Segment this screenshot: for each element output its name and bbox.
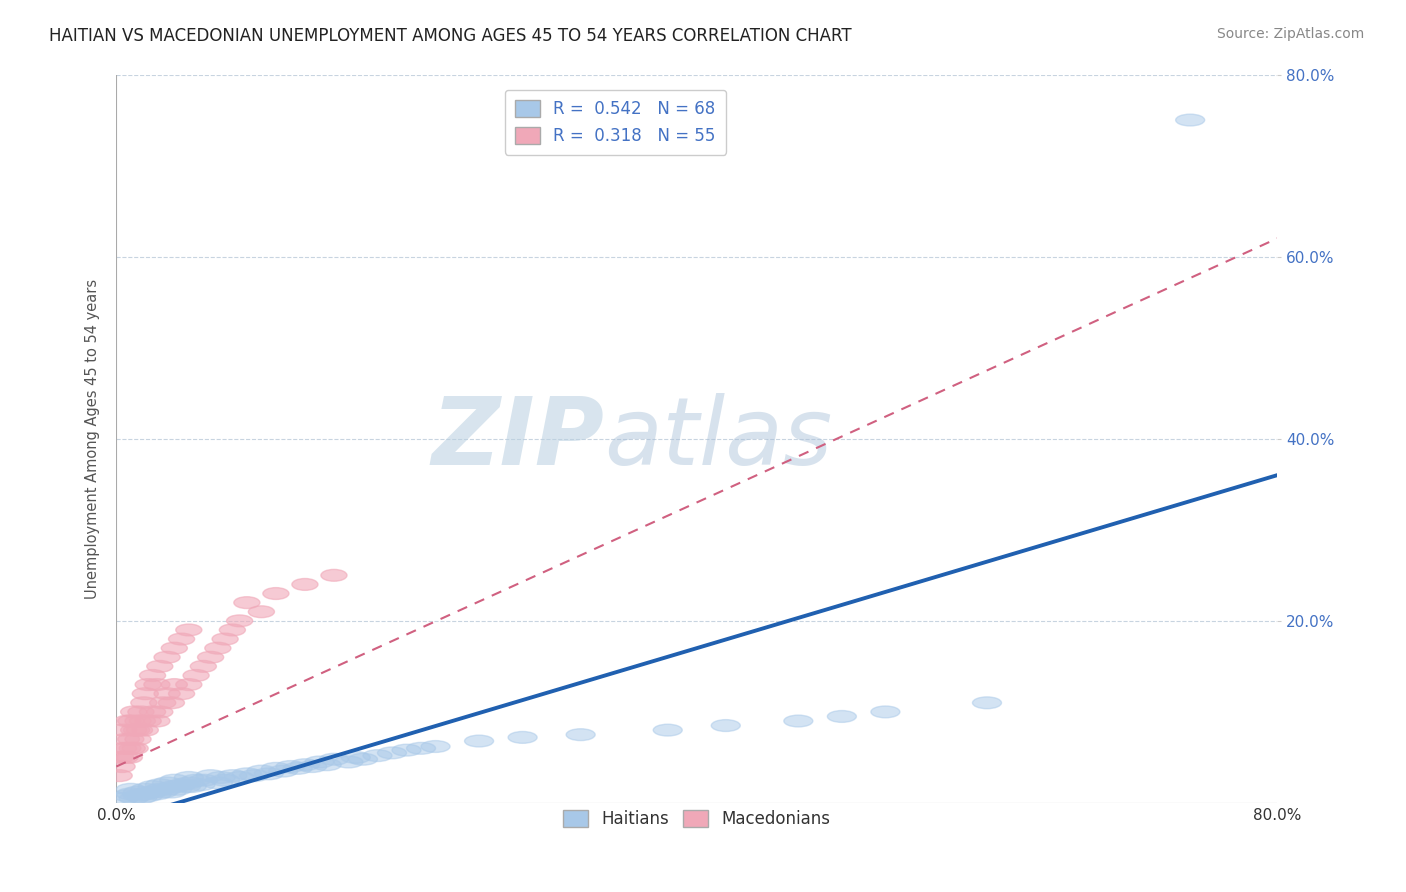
- Text: atlas: atlas: [603, 393, 832, 484]
- Y-axis label: Unemployment Among Ages 45 to 54 years: Unemployment Among Ages 45 to 54 years: [86, 278, 100, 599]
- Text: Source: ZipAtlas.com: Source: ZipAtlas.com: [1216, 27, 1364, 41]
- Legend: Haitians, Macedonians: Haitians, Macedonians: [557, 803, 837, 835]
- Text: HAITIAN VS MACEDONIAN UNEMPLOYMENT AMONG AGES 45 TO 54 YEARS CORRELATION CHART: HAITIAN VS MACEDONIAN UNEMPLOYMENT AMONG…: [49, 27, 852, 45]
- Text: ZIP: ZIP: [432, 392, 603, 484]
